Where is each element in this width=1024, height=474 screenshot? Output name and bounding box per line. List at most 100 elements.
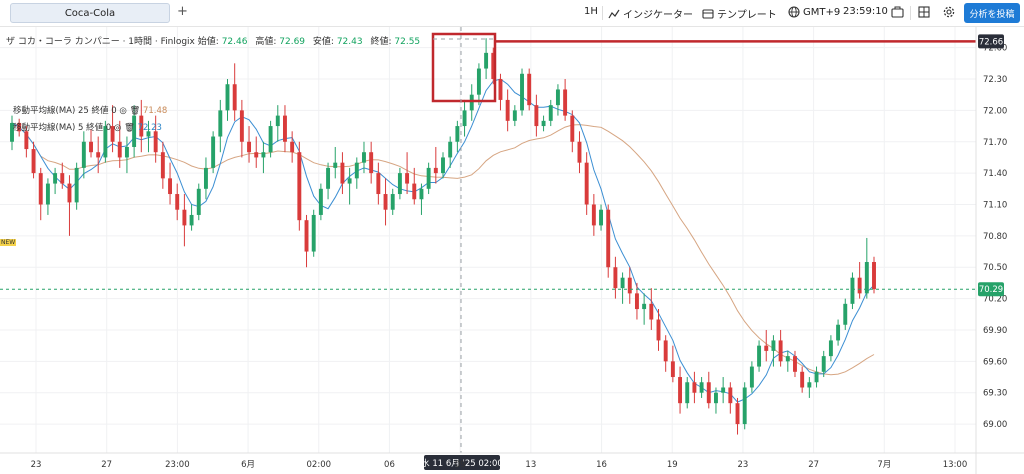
candle: [484, 38, 489, 80]
candle-body: [649, 303, 654, 320]
candle: [699, 377, 704, 398]
candle-body: [290, 141, 295, 153]
candle-body: [591, 204, 596, 226]
candles-layer: [10, 38, 876, 435]
add-tab-button[interactable]: +: [177, 4, 188, 19]
candle-body: [261, 152, 266, 158]
candle-body: [31, 149, 36, 174]
close-label: 終値:: [370, 37, 392, 47]
candle-body: [570, 115, 575, 142]
candle-body: [692, 382, 697, 393]
time-axis[interactable]: 23 27 23:00 6月 02:00 06 09 13 16 19 23 27 7月 13:00: [0, 452, 1024, 470]
time-tick-label: 13:00: [943, 460, 968, 470]
ma5-legend[interactable]: 移動平均線(MA) 5 終値 0 ◎ 🗑 72.23: [13, 121, 162, 133]
candle: [53, 167, 58, 195]
toolbar-divider: [910, 6, 911, 20]
price-tick-label: 71.70: [983, 138, 1007, 148]
candle: [800, 366, 805, 393]
candle-body: [455, 126, 460, 142]
timezone-label: GMT+9: [803, 6, 841, 18]
candle-body: [599, 209, 603, 226]
candle-body: [613, 267, 618, 289]
time-tick-label: 02:00: [307, 460, 332, 470]
timezone-button[interactable]: GMT+9: [788, 6, 840, 18]
symbol-tab[interactable]: Coca-Cola: [10, 3, 170, 23]
close-value: 72.55: [394, 37, 421, 47]
candle-body: [462, 110, 467, 127]
candle: [642, 293, 647, 325]
price-tick-label: 72.60: [983, 44, 1007, 54]
candle-body: [857, 277, 862, 294]
time-tick-label: 06: [384, 460, 395, 470]
candle-body: [728, 387, 733, 404]
eye-icon[interactable]: ◎: [113, 123, 122, 133]
eye-icon[interactable]: ◎: [119, 106, 127, 116]
settings-button[interactable]: [943, 6, 955, 18]
candle: [570, 110, 575, 153]
ma25-legend[interactable]: 移動平均線(MA) 25 終値 0 ◎ 🗑 71.48: [13, 104, 167, 116]
candle: [297, 141, 302, 231]
candle-body: [412, 183, 417, 200]
candle-body: [850, 277, 855, 304]
candle-body: [685, 382, 690, 404]
candle-body: [821, 356, 826, 372]
candle: [311, 209, 316, 257]
post-analysis-button[interactable]: 分析を投稿: [964, 3, 1020, 23]
layout-button[interactable]: [918, 6, 930, 18]
candle: [196, 183, 201, 221]
candle: [89, 129, 93, 158]
candle-body: [441, 157, 445, 174]
candle: [742, 382, 747, 430]
candle-body: [771, 340, 776, 351]
price-axis[interactable]: 72.60 72.30 72.00 71.70 71.40 71.10 70.80 70.50…: [975, 27, 1024, 474]
time-tick-label: 13: [525, 460, 536, 470]
camera-button[interactable]: [891, 6, 904, 18]
candle: [857, 262, 862, 299]
candle-body: [778, 340, 783, 362]
interval-button[interactable]: 1H: [584, 6, 598, 17]
indicators-label: インジケーター: [623, 10, 693, 21]
candle: [541, 115, 546, 132]
candle: [433, 146, 438, 184]
candle: [261, 141, 266, 174]
crosshair-time-label: 水 11 6月 '25 02:00: [421, 458, 503, 469]
candle-body: [721, 387, 726, 393]
price-tick-label: 69.60: [983, 357, 1007, 367]
candle-body: [139, 115, 144, 137]
candle: [326, 162, 331, 200]
candle: [850, 272, 855, 310]
toolbar-divider: [602, 6, 603, 20]
templates-button[interactable]: テンプレート: [702, 6, 777, 21]
candle: [663, 335, 668, 372]
candle: [268, 120, 273, 158]
candle: [527, 68, 532, 111]
candle: [45, 178, 50, 215]
price-tick-label: 71.40: [983, 169, 1007, 179]
candle-body: [74, 167, 79, 203]
candle-body: [634, 293, 639, 310]
candle-body: [225, 84, 230, 111]
price-axis-bg: [976, 27, 1024, 474]
candle: [419, 183, 424, 215]
templates-label: テンプレート: [717, 10, 777, 21]
candle-body: [175, 194, 180, 210]
price-chart[interactable]: 水 11 6月 '25 02:00 72.60 72.30 72.00 71.70 71…: [0, 27, 1024, 474]
candle: [304, 214, 309, 268]
candle: [843, 298, 848, 330]
candle-body: [160, 152, 165, 179]
trash-icon[interactable]: 🗑: [129, 106, 141, 116]
candle: [735, 397, 740, 435]
indicators-button[interactable]: インジケーター: [608, 6, 693, 21]
candle-body: [283, 115, 287, 142]
ma25-value: 71.48: [142, 106, 168, 116]
candle-body: [757, 345, 762, 367]
low-value: 72.43: [336, 37, 363, 47]
candle-body: [376, 173, 381, 195]
trash-icon[interactable]: 🗑: [124, 123, 135, 133]
candle: [793, 350, 797, 378]
candle-body: [383, 194, 388, 210]
candle: [656, 309, 661, 351]
candle-body: [45, 183, 50, 205]
interval-label: 1H: [584, 6, 598, 17]
ma5-label: 移動平均線(MA) 5 終値 0: [13, 123, 112, 133]
